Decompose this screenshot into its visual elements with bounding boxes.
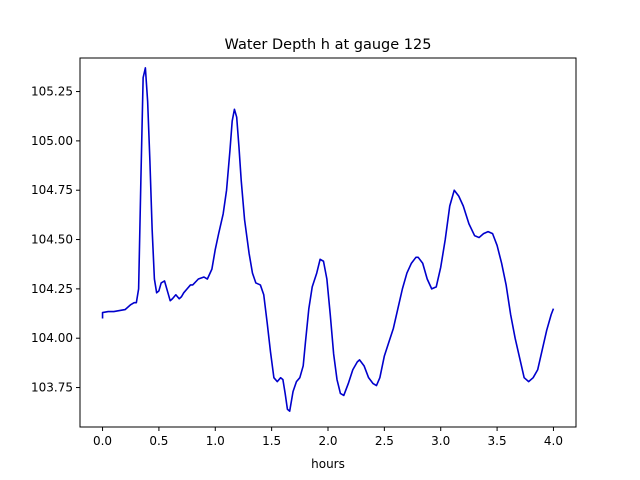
y-tick-label: 104.00 (31, 331, 73, 345)
x-tick-label: 4.0 (544, 434, 563, 448)
x-axis-label: hours (311, 457, 345, 471)
y-tick-label: 104.75 (31, 183, 73, 197)
y-axis: 103.75 104.00 104.25 104.50 104.75 105.00 105.… (31, 85, 80, 395)
chart-title: Water Depth h at gauge 125 (225, 37, 432, 53)
y-tick-label: 105.00 (31, 134, 73, 148)
y-tick-label: 105.25 (31, 85, 73, 99)
x-axis: 0.0 0.5 1.0 1.5 2.0 2.5 3.0 3.5 4.0 (93, 427, 563, 448)
x-tick-label: 1.0 (206, 434, 225, 448)
x-tick-label: 2.5 (375, 434, 394, 448)
plot-area (101, 67, 555, 413)
x-tick-label: 2.0 (318, 434, 337, 448)
y-tick-label: 103.75 (31, 381, 73, 395)
y-tick-label: 104.25 (31, 282, 73, 296)
x-tick-label: 0.5 (149, 434, 168, 448)
x-tick-label: 3.0 (431, 434, 450, 448)
plot-frame (79, 57, 577, 428)
x-tick-label: 1.5 (262, 434, 281, 448)
y-tick-label: 104.50 (31, 233, 73, 247)
x-tick-label: 0.0 (93, 434, 112, 448)
x-tick-label: 3.5 (488, 434, 507, 448)
series-line-0 (101, 67, 555, 413)
